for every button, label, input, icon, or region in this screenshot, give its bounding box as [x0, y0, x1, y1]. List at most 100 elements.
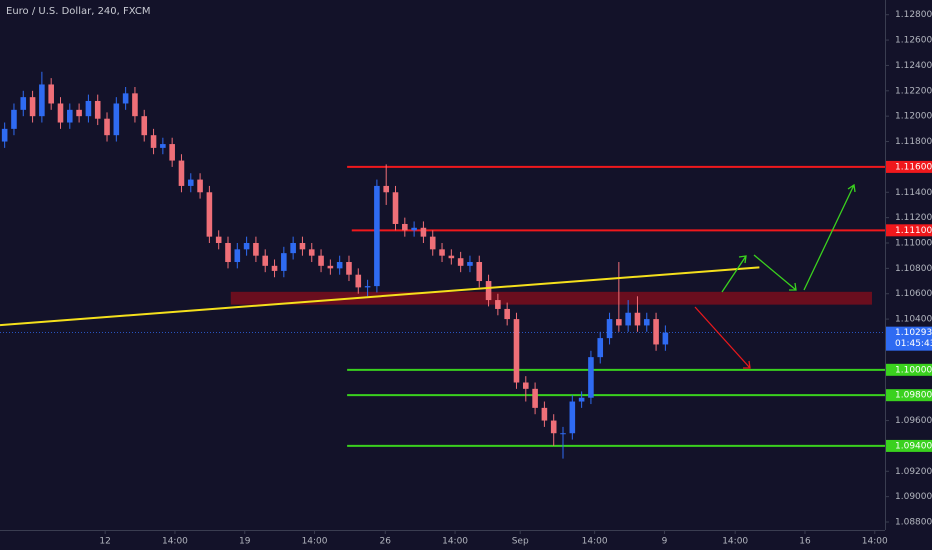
level-price-label: 1.10000	[895, 365, 932, 375]
candle-body	[11, 109, 17, 129]
arrow-down	[753, 254, 797, 291]
candle-body	[588, 357, 594, 398]
candle-body	[160, 144, 166, 148]
x-tick-label: 14:00	[162, 537, 188, 547]
candle-body	[262, 255, 269, 266]
candle-body	[643, 319, 650, 326]
last-price-label: 1.10293	[895, 328, 932, 338]
candle-body	[457, 258, 464, 266]
candle-body	[290, 242, 296, 254]
candle-body	[467, 262, 473, 266]
x-tick-label: 9	[662, 537, 668, 547]
arrow-down-red	[694, 306, 751, 369]
y-tick-label: 1.12400	[895, 61, 932, 71]
countdown-label: 01:45:43	[895, 339, 932, 349]
candle-body	[513, 319, 520, 383]
candle-body	[541, 407, 548, 421]
chart-title: Euro / U.S. Dollar, 240, FXCM	[6, 6, 151, 17]
arrow-up	[721, 255, 747, 293]
candle-body	[616, 319, 622, 326]
level-price-box	[886, 389, 932, 402]
candle-body	[476, 262, 483, 282]
candle-body	[57, 103, 64, 123]
candle-body	[94, 100, 101, 119]
arrows	[694, 183, 856, 369]
x-tick-label: 14:00	[302, 537, 328, 547]
level-price-label: 1.11100	[895, 226, 932, 236]
candle-body	[336, 262, 343, 269]
candle-body	[48, 84, 54, 104]
level-price-label: 1.09400	[895, 441, 932, 451]
candle-body	[504, 308, 510, 320]
candle-body	[281, 253, 287, 271]
candle-body	[485, 281, 492, 301]
y-tick-label: 1.09200	[895, 467, 932, 477]
candle-body	[67, 109, 73, 123]
candle-body	[20, 97, 27, 110]
candle-body	[206, 192, 213, 237]
candle-body	[187, 179, 194, 186]
trendline	[0, 266, 760, 327]
candle-body	[439, 249, 445, 256]
candle-body	[197, 179, 203, 193]
x-tick-label: Sep	[512, 537, 529, 547]
candle-body	[178, 160, 185, 186]
candle-body	[550, 420, 557, 434]
y-tick-label: 1.08800	[895, 518, 932, 528]
candle-body	[569, 401, 576, 434]
candle-body	[392, 192, 399, 224]
y-tick-label: 1.12600	[895, 36, 932, 46]
candle-body	[495, 300, 501, 309]
level-price-label: 1.11600	[895, 162, 932, 172]
candle-body	[225, 242, 231, 263]
candle-body	[625, 312, 631, 326]
candle-body	[85, 100, 92, 117]
level-price-label: 1.09800	[895, 391, 932, 401]
level-price-box	[886, 224, 932, 237]
candle-body	[448, 255, 455, 259]
candle-body	[234, 249, 241, 263]
candle-body	[104, 118, 110, 136]
candle-body	[318, 255, 324, 266]
x-tick-label: 14:00	[722, 537, 748, 547]
level-price-box	[886, 363, 932, 376]
last-price-box	[886, 326, 932, 351]
level-price-box	[886, 439, 932, 452]
y-tick-label: 1.11800	[895, 137, 932, 147]
x-tick-label: 26	[380, 537, 392, 547]
candle-body	[76, 109, 82, 117]
candle-body	[141, 116, 148, 136]
candle-body	[327, 265, 334, 269]
x-tick-label: 12	[99, 537, 110, 547]
candle-body	[113, 103, 120, 136]
candle-body	[39, 84, 45, 117]
candle-body	[169, 144, 175, 161]
y-tick-label: 1.11400	[895, 188, 932, 198]
candle-body	[215, 236, 222, 243]
candle-body	[532, 388, 538, 408]
candle-body	[308, 249, 315, 256]
candle-body	[606, 319, 613, 339]
candle-body	[132, 93, 138, 117]
y-tick-label: 1.12800	[895, 10, 932, 20]
candle-body	[253, 242, 259, 256]
y-tick-label: 1.09000	[895, 492, 932, 502]
candle-body	[122, 93, 129, 104]
candle-body	[355, 274, 362, 288]
x-tick-label: 14:00	[582, 537, 608, 547]
candle-body	[383, 185, 389, 193]
y-tick-label: 1.09600	[895, 416, 932, 426]
candle-body	[662, 332, 669, 345]
candle-body	[374, 185, 380, 287]
x-tick-label: 19	[239, 537, 251, 547]
candle-body	[243, 242, 250, 250]
supply-zone	[230, 291, 872, 305]
y-tick-label: 1.11000	[895, 238, 932, 248]
candle-body	[299, 242, 306, 250]
y-tick-label: 1.11200	[895, 213, 932, 223]
candle-body	[429, 236, 436, 250]
x-tick-label: 16	[799, 537, 811, 547]
x-tick-label: 14:00	[442, 537, 468, 547]
